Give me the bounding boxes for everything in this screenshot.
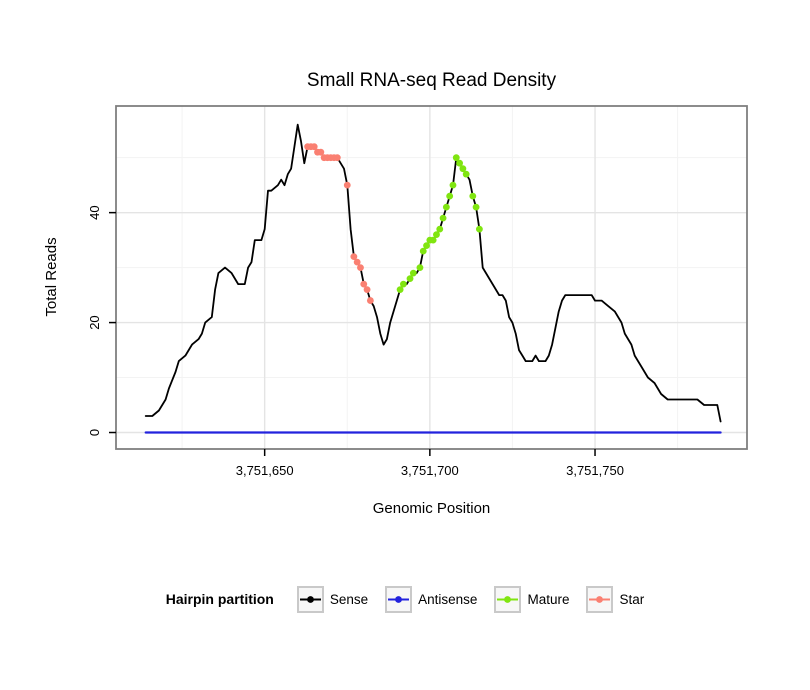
legend-item-mature: Mature (494, 585, 570, 613)
chart-title: Small RNA-seq Read Density (306, 70, 557, 91)
svg-text:3,751,700: 3,751,700 (401, 463, 459, 478)
legend-label-mature: Mature (527, 591, 570, 607)
legend-label-star: Star (619, 591, 645, 607)
legend-item-sense: Sense (296, 585, 369, 613)
legend-label-sense: Sense (329, 591, 369, 607)
legend-label-antisense: Antisense (418, 591, 478, 607)
mature-key-icon (494, 585, 522, 613)
svg-text:40: 40 (87, 205, 102, 219)
svg-text:3,751,750: 3,751,750 (566, 463, 624, 478)
star-key-icon (586, 585, 614, 613)
antisense-key-icon (385, 585, 413, 613)
legend: Hairpin partition Sense Antisense Mature… (0, 574, 810, 624)
legend-title: Hairpin partition (165, 591, 274, 607)
legend-item-star: Star (586, 585, 645, 613)
sense-key-icon (296, 585, 324, 613)
svg-text:3,751,650: 3,751,650 (236, 463, 294, 478)
svg-text:0: 0 (87, 429, 102, 436)
x-axis-label: Genomic Position (372, 500, 491, 517)
svg-text:20: 20 (87, 315, 102, 329)
y-axis-label: Total Reads (43, 237, 60, 317)
legend-item-antisense: Antisense (385, 585, 478, 613)
